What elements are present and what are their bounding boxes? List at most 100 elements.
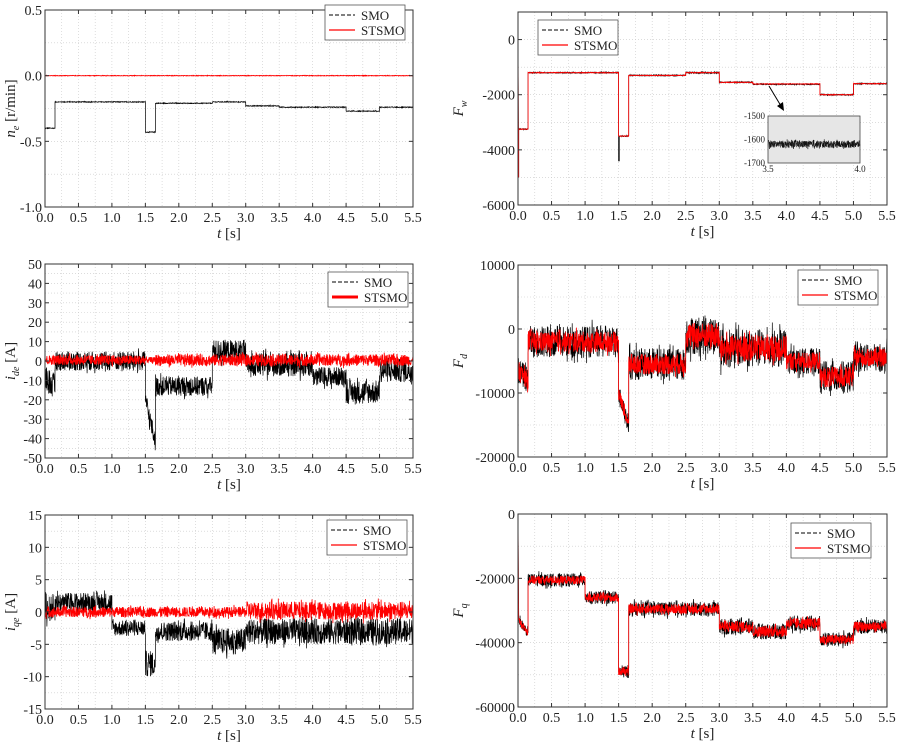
legend-label-stsmo: STSMO [363,538,406,553]
x-axis-symbol: t [691,476,696,492]
x-tick-label: 1.5 [137,713,155,728]
x-axis-label: t [s] [217,226,241,242]
x-tick-label: 4.5 [337,211,355,226]
x-axis-symbol: t [217,477,222,493]
x-axis-unit: [s] [695,476,715,492]
x-tick-label: 3.5 [270,462,288,477]
y-tick-label: 0.5 [25,4,43,19]
x-tick-label: 0.0 [509,461,527,476]
x-tick-label: 0.5 [543,461,561,476]
x-axis-label: t [s] [217,728,241,742]
series-group [518,315,887,433]
y-tick-label: 20 [28,316,42,331]
series-line-stsmo [518,322,887,424]
x-tick-label: 5.0 [845,461,863,476]
legend-label-smo: SMO [364,275,392,290]
inset-x-tick-label: 4.0 [854,164,866,174]
x-axis-label: t [s] [217,477,241,493]
y-axis-subscript: e [11,125,22,130]
y-tick-label: -15 [23,703,42,718]
y-tick-label: -20 [23,394,42,409]
plot-frame [517,264,888,458]
x-tick-label: 0.5 [70,211,88,226]
y-tick-label: 10 [28,541,42,556]
x-tick-label: 3.0 [237,713,255,728]
inset-frame [767,115,861,164]
y-tick-label: -20000 [475,451,515,466]
inset-y-tick-label: -1500 [744,111,765,121]
x-tick-label: 3.0 [237,462,255,477]
x-tick-label: 3.0 [711,711,729,726]
x-tick-label: 5.5 [878,461,896,476]
y-axis-symbol: n [3,130,19,138]
series-group [45,339,413,451]
legend-label-smo: SMO [363,523,391,538]
x-tick-label: 0.0 [509,711,527,726]
x-tick-label: 2.5 [204,462,222,477]
series-line-stsmo [45,74,413,78]
x-tick-label: 4.0 [778,209,796,224]
y-tick-label: -10 [23,671,42,686]
legend-label-smo: SMO [361,8,389,23]
y-axis-symbol: i [3,627,19,631]
y-tick-label: -60000 [475,701,515,716]
y-axis-unit: [A] [3,593,19,618]
x-axis-unit: [s] [221,226,241,242]
y-tick-label: -2000 [482,89,515,104]
x-tick-label: 4.0 [304,211,322,226]
x-tick-label: 5.5 [404,462,422,477]
x-tick-label: 3.5 [744,711,762,726]
legend-box [327,271,409,308]
y-axis-label: ne [r/min] [3,79,22,137]
y-tick-label: 0.0 [25,70,43,85]
x-tick-label: 2.0 [170,211,188,226]
y-axis-label: ide [A] [3,342,22,380]
x-tick-label: 5.5 [404,211,422,226]
y-tick-label: 0 [508,323,515,338]
x-tick-label: 5.0 [371,713,389,728]
x-tick-label: 4.0 [304,713,322,728]
x-tick-label: 1.5 [610,209,628,224]
x-tick-label: 0.5 [543,209,561,224]
legend-label-stsmo: STSMO [574,38,617,53]
series-group [45,590,413,677]
plot-frame [44,9,414,208]
x-tick-label: 4.0 [778,461,796,476]
y-axis-subscript: de [11,366,22,376]
x-tick-label: 5.0 [845,209,863,224]
series-group [518,514,887,679]
y-axis-subscript: w [459,100,470,107]
y-axis-label: iqe [A] [3,593,22,631]
y-tick-label: -0.5 [20,135,42,150]
y-tick-label: -10000 [475,387,515,402]
legend-label-smo: SMO [834,273,862,288]
y-axis-symbol: F [451,608,467,619]
x-tick-label: 3.0 [711,209,729,224]
y-tick-label: 30 [28,297,42,312]
y-tick-label: 5 [35,574,42,589]
x-tick-label: 5.5 [404,713,422,728]
x-tick-label: 2.5 [204,713,222,728]
x-tick-label: 2.0 [170,462,188,477]
legend-label-stsmo: STSMO [364,290,407,305]
y-axis-symbol: i [3,376,19,380]
y-axis-symbol: F [451,106,467,117]
y-tick-label: 50 [28,258,42,273]
x-tick-label: 0.5 [70,713,88,728]
subplot-3: 0.0 0.5 1.0 1.5 2.0 2.5 3.0 3.5 4.0 4.5 5.0 5.5 50 40… [3,258,422,493]
x-tick-label: 2.0 [643,711,661,726]
y-tick-label: -1.0 [20,201,42,216]
x-axis-unit: [s] [695,726,715,742]
subplots: 0.0 0.5 1.0 1.5 2.0 2.5 3.0 3.5 4.0 4.5 5.0 5.5 0.5 0… [3,4,896,742]
x-tick-label: 2.5 [677,461,695,476]
y-tick-label: -30 [23,413,42,428]
x-tick-label: 5.0 [371,462,389,477]
y-tick-label: -5 [30,638,42,653]
x-tick-label: 1.5 [610,461,628,476]
x-tick-label: 1.0 [103,211,121,226]
series-group [518,39,887,178]
x-tick-label: 3.0 [711,461,729,476]
x-tick-label: 4.5 [337,462,355,477]
series-line-stsmo [45,352,413,369]
